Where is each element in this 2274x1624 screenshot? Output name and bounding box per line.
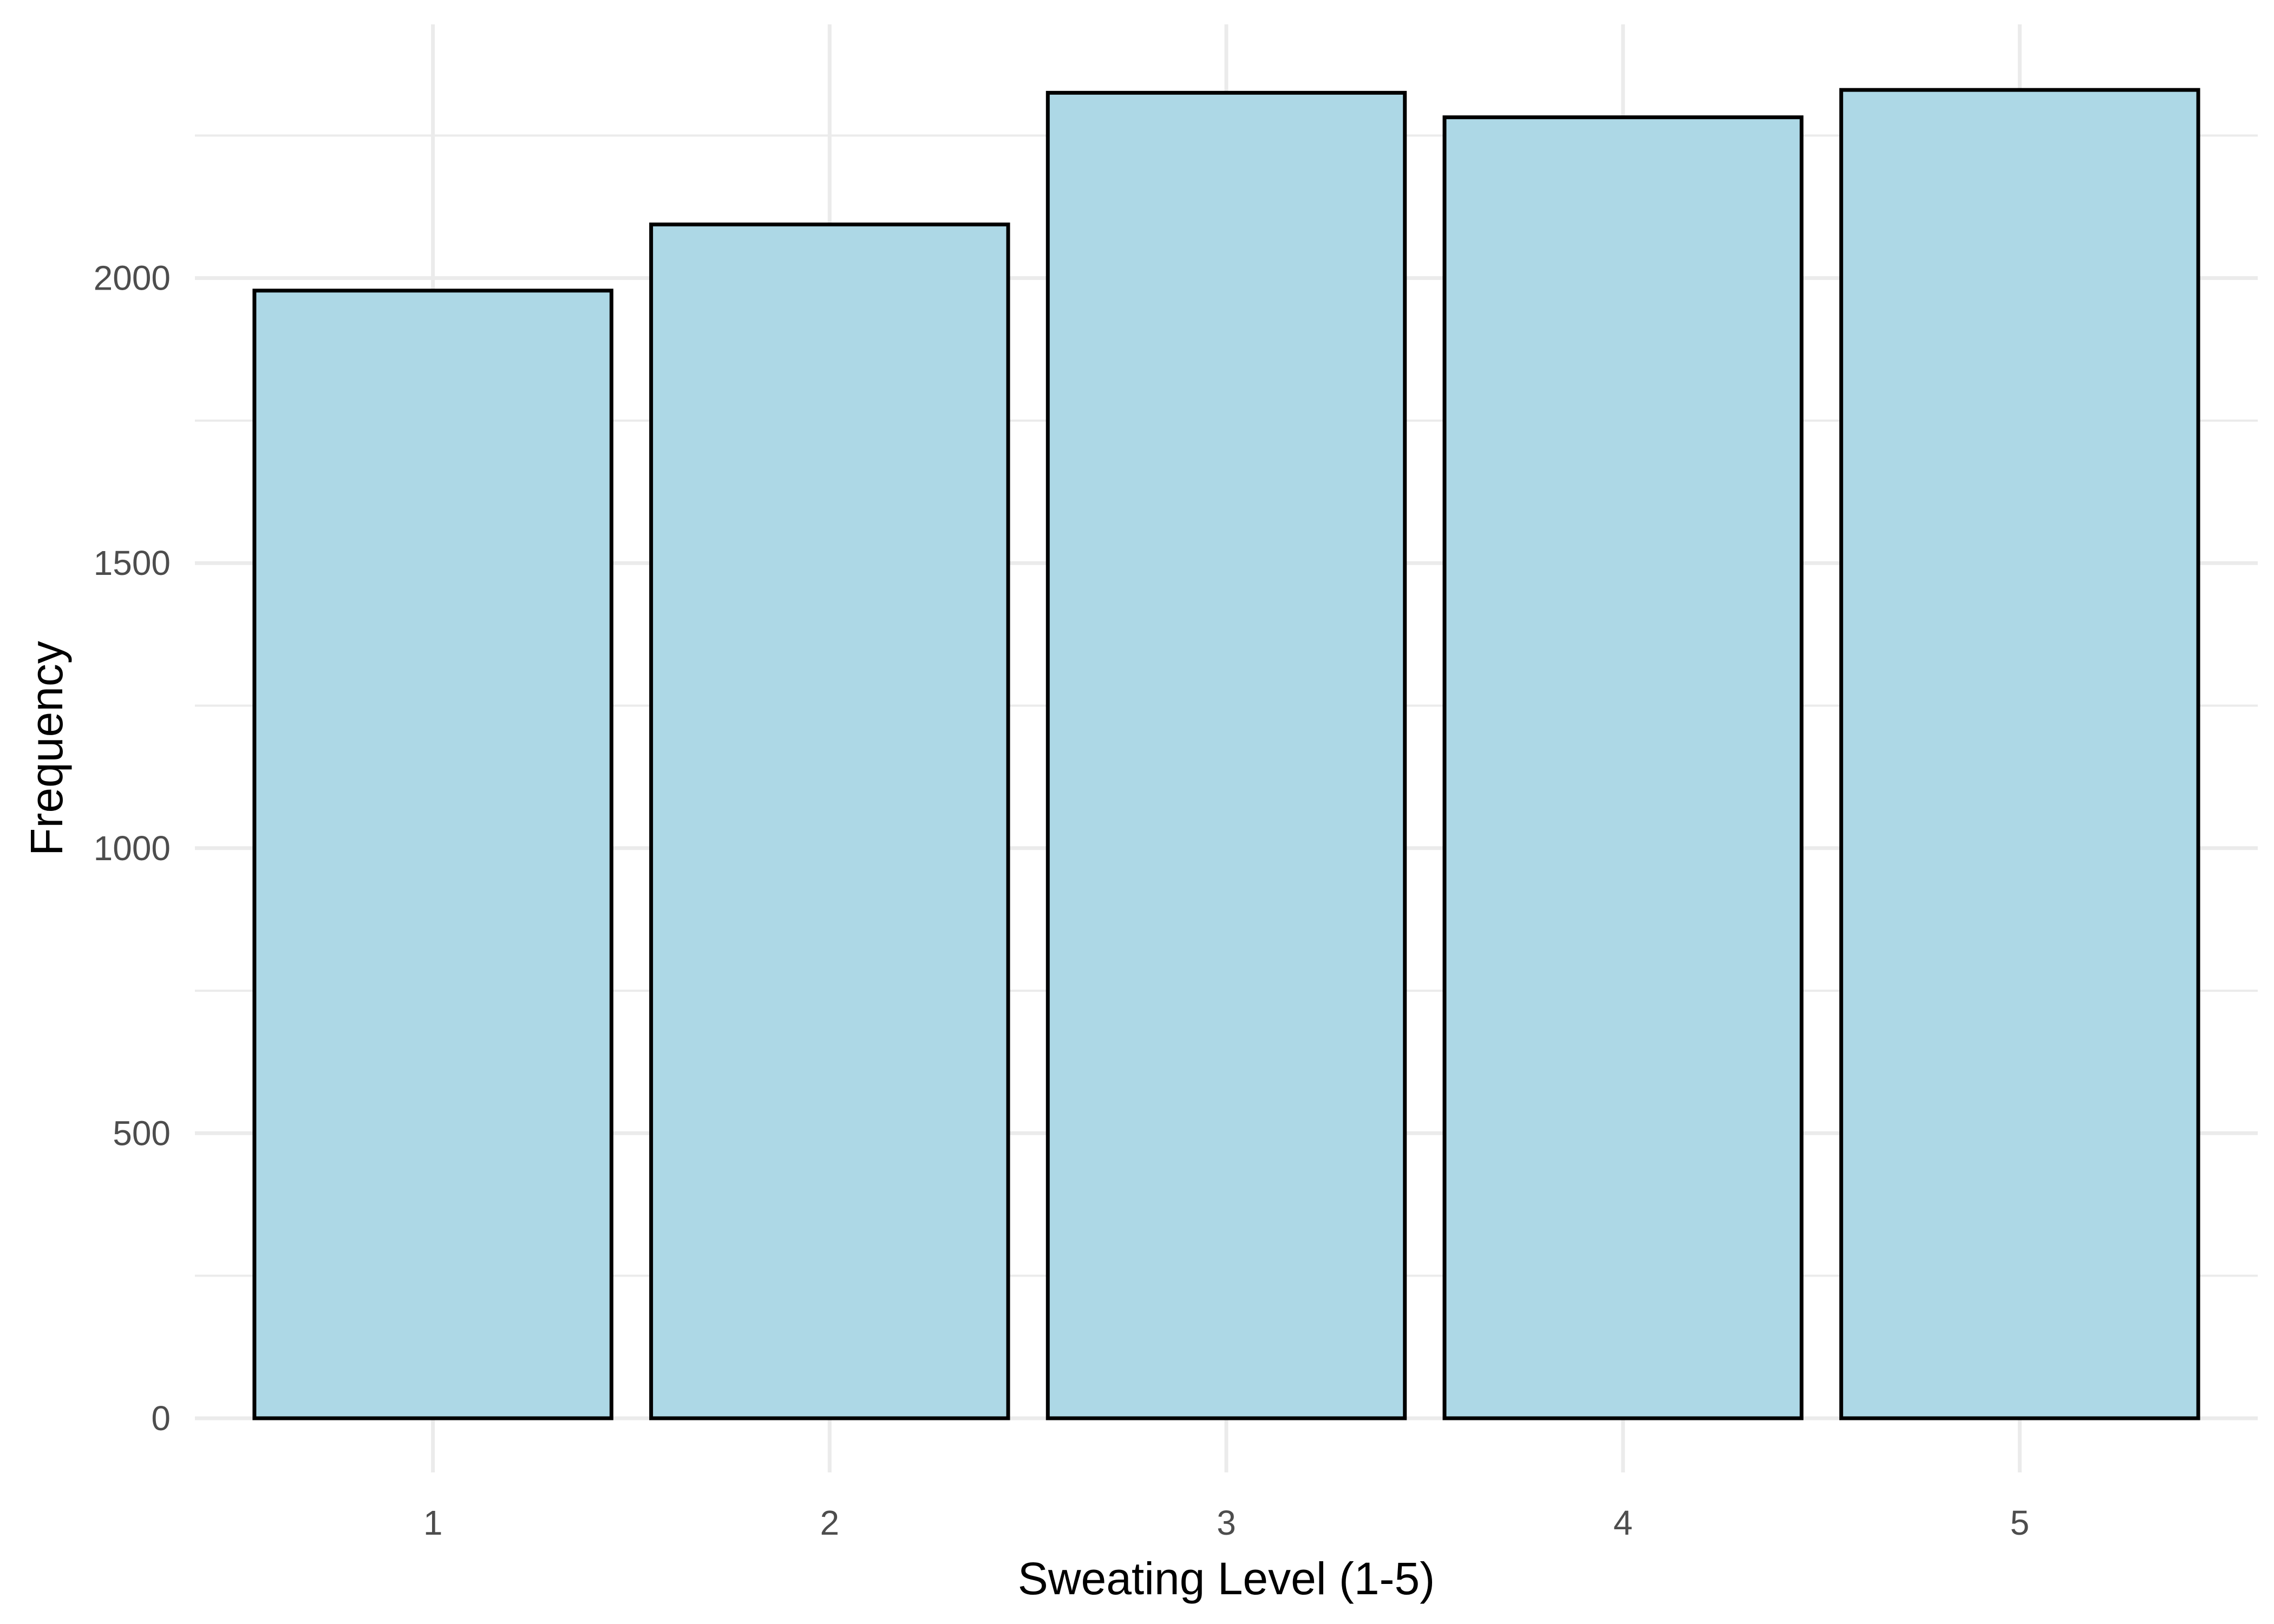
y-tick-label: 2000 bbox=[94, 259, 171, 298]
y-tick-label: 1500 bbox=[94, 543, 171, 582]
bars bbox=[252, 88, 2200, 1420]
x-tick-label: 2 bbox=[820, 1503, 840, 1542]
bar-2 bbox=[649, 222, 1010, 1420]
x-tick-label: 5 bbox=[2010, 1503, 2030, 1542]
x-tick-label: 3 bbox=[1217, 1503, 1236, 1542]
bar-4 bbox=[1442, 115, 1803, 1420]
y-axis-title: Frequency bbox=[21, 641, 72, 856]
x-axis-title: Sweating Level (1-5) bbox=[1018, 1553, 1435, 1604]
y-tick-labels: 0 500 1000 1500 2000 bbox=[94, 259, 171, 1438]
y-tick-label: 500 bbox=[113, 1114, 171, 1152]
bar-3 bbox=[1045, 90, 1407, 1420]
x-tick-label: 4 bbox=[1613, 1503, 1633, 1542]
bar-1 bbox=[252, 289, 613, 1420]
y-tick-label: 1000 bbox=[94, 829, 171, 868]
x-tick-labels: 1 2 3 4 5 bbox=[423, 1503, 2029, 1542]
y-tick-label: 0 bbox=[151, 1399, 171, 1438]
x-tick-label: 1 bbox=[423, 1503, 443, 1542]
bar-5 bbox=[1839, 88, 2200, 1420]
